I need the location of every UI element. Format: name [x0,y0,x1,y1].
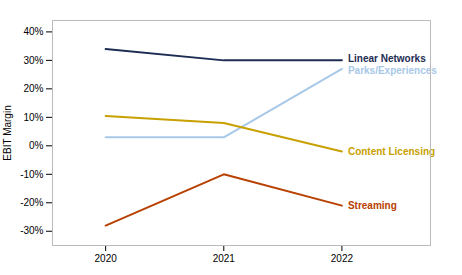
svg-text:30%: 30% [23,55,43,66]
svg-text:Linear Networks: Linear Networks [348,53,426,64]
svg-text:2021: 2021 [213,253,236,264]
svg-text:2020: 2020 [95,253,118,264]
svg-text:Parks/Experiences: Parks/Experiences [348,65,437,76]
svg-text:0%: 0% [29,140,44,151]
svg-text:40%: 40% [23,26,43,37]
svg-text:2022: 2022 [331,253,354,264]
svg-text:-30%: -30% [20,225,43,236]
svg-text:Streaming: Streaming [348,200,397,211]
svg-text:-20%: -20% [20,197,43,208]
svg-text:EBIT Margin: EBIT Margin [2,105,13,160]
svg-text:10%: 10% [23,112,43,123]
svg-text:-10%: -10% [20,168,43,179]
svg-text:20%: 20% [23,83,43,94]
svg-text:Content Licensing: Content Licensing [348,146,435,157]
